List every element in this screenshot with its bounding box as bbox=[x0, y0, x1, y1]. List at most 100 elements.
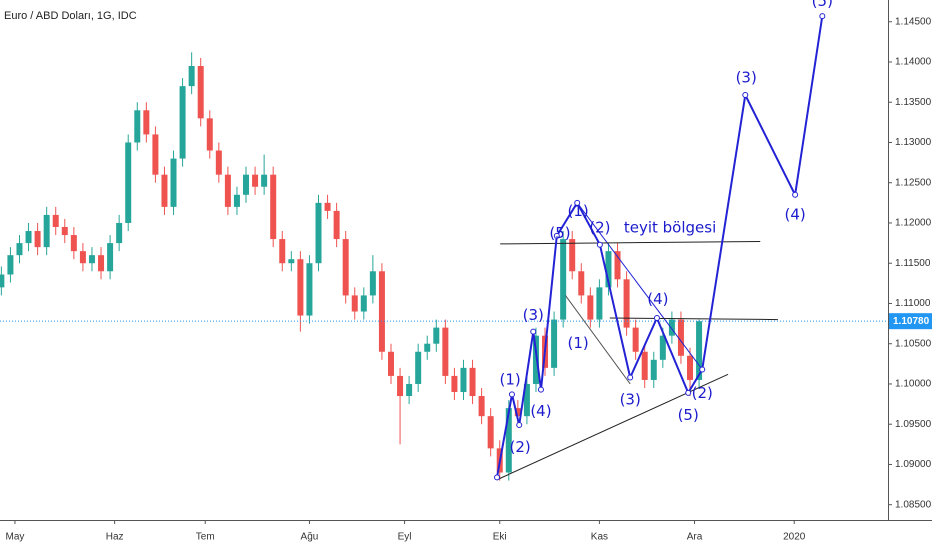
candle-body bbox=[378, 271, 385, 352]
wave-label: (5) bbox=[549, 224, 570, 242]
wave-point bbox=[537, 386, 544, 393]
x-tick-label: Haz bbox=[106, 532, 124, 543]
wave-label: (4) bbox=[530, 402, 551, 420]
candle-body bbox=[43, 214, 50, 248]
candle-body bbox=[505, 408, 512, 473]
candle-body bbox=[288, 259, 295, 264]
wave-point bbox=[742, 91, 749, 98]
chart-title: Euro / ABD Doları, 1G, IDC bbox=[4, 10, 137, 22]
candle-body bbox=[469, 367, 476, 397]
y-tick-label: 1.09000 bbox=[895, 459, 932, 470]
wave-label: (1) bbox=[567, 334, 588, 352]
candle-body bbox=[34, 231, 41, 248]
candle-body bbox=[605, 251, 612, 288]
candle-body bbox=[143, 110, 150, 135]
candle-body bbox=[116, 222, 123, 244]
wave-point bbox=[792, 191, 799, 198]
candle-body bbox=[342, 239, 349, 296]
y-tick-label: 1.11000 bbox=[895, 298, 931, 309]
candle-body bbox=[79, 251, 86, 264]
candle-body bbox=[279, 239, 286, 264]
x-tick-label: Eki bbox=[493, 532, 507, 543]
y-tick-label: 1.10500 bbox=[895, 338, 932, 349]
x-tick-label: Ağu bbox=[301, 532, 319, 543]
candle-body bbox=[197, 66, 204, 119]
candle-body bbox=[206, 118, 213, 151]
candle-body bbox=[532, 335, 539, 384]
x-tick-label: May bbox=[5, 532, 24, 543]
x-tick-label: Kas bbox=[591, 532, 608, 543]
last-price-label: 1.10780 bbox=[893, 316, 930, 327]
candle-body bbox=[134, 110, 141, 143]
candle-body bbox=[16, 243, 23, 256]
y-tick-label: 1.10000 bbox=[895, 379, 932, 390]
wave-label: (1) bbox=[500, 370, 521, 388]
candle-body bbox=[659, 335, 666, 360]
candle-body bbox=[333, 210, 340, 240]
wave-label: (3) bbox=[736, 69, 757, 87]
wave-point bbox=[574, 199, 581, 206]
wave-label: (1) bbox=[567, 202, 588, 220]
candle-body bbox=[61, 226, 68, 236]
candle-body bbox=[315, 202, 322, 264]
wave-label: teyit bölgesi bbox=[624, 218, 716, 236]
wave-label: (3) bbox=[523, 306, 544, 324]
candle-body bbox=[514, 408, 521, 417]
candle-body bbox=[215, 150, 222, 175]
wave-point bbox=[653, 314, 660, 321]
wave-label: (4) bbox=[784, 205, 805, 223]
candle-body bbox=[397, 375, 404, 397]
wave-point bbox=[699, 366, 706, 373]
wave-point bbox=[685, 389, 692, 396]
x-tick-label: Tem bbox=[196, 532, 215, 543]
wave-point bbox=[530, 328, 537, 335]
candle-body bbox=[88, 255, 95, 264]
candle-body bbox=[687, 355, 694, 380]
candle-body bbox=[252, 174, 259, 187]
candle-body bbox=[623, 279, 630, 328]
candle-body bbox=[442, 327, 449, 376]
candle-body bbox=[632, 327, 639, 352]
wave-point bbox=[596, 241, 603, 248]
candle-body bbox=[243, 174, 250, 195]
y-tick-label: 1.14500 bbox=[895, 16, 932, 27]
candle-body bbox=[351, 295, 358, 312]
x-tick-label: Ara bbox=[687, 532, 703, 543]
candle-body bbox=[306, 263, 313, 316]
last-price-box bbox=[889, 313, 932, 330]
candle-body bbox=[270, 174, 277, 240]
trend-line bbox=[576, 202, 703, 370]
candle-body bbox=[523, 383, 530, 417]
candle-body bbox=[387, 351, 394, 376]
candle-body bbox=[188, 66, 195, 87]
wave-point bbox=[819, 13, 826, 20]
wave-label: (5) bbox=[678, 406, 699, 424]
candle-body bbox=[233, 194, 240, 207]
candle-body bbox=[406, 383, 413, 397]
y-tick-label: 1.09500 bbox=[895, 419, 932, 430]
candle-body bbox=[152, 134, 159, 175]
y-tick-label: 1.12500 bbox=[895, 177, 932, 188]
candle-body bbox=[551, 319, 558, 368]
candle-body bbox=[360, 295, 367, 312]
candle-body bbox=[433, 327, 440, 344]
candle-body bbox=[641, 351, 648, 380]
trend-line bbox=[500, 240, 761, 245]
candle-body bbox=[569, 239, 576, 272]
candle-body bbox=[596, 287, 603, 320]
candle-body bbox=[0, 274, 5, 288]
candle-body bbox=[650, 359, 657, 380]
y-tick-label: 1.08500 bbox=[895, 499, 932, 510]
candle-body bbox=[98, 255, 105, 272]
y-tick-label: 1.12000 bbox=[895, 218, 932, 229]
plot-area bbox=[0, 13, 888, 481]
candle-body bbox=[25, 231, 32, 244]
candle-body bbox=[668, 319, 675, 336]
candle-body bbox=[224, 174, 231, 207]
wave-point bbox=[516, 422, 523, 429]
candle-body bbox=[677, 319, 684, 356]
candle-body bbox=[460, 367, 467, 393]
trend-line bbox=[565, 295, 631, 385]
candle-body bbox=[369, 271, 376, 296]
